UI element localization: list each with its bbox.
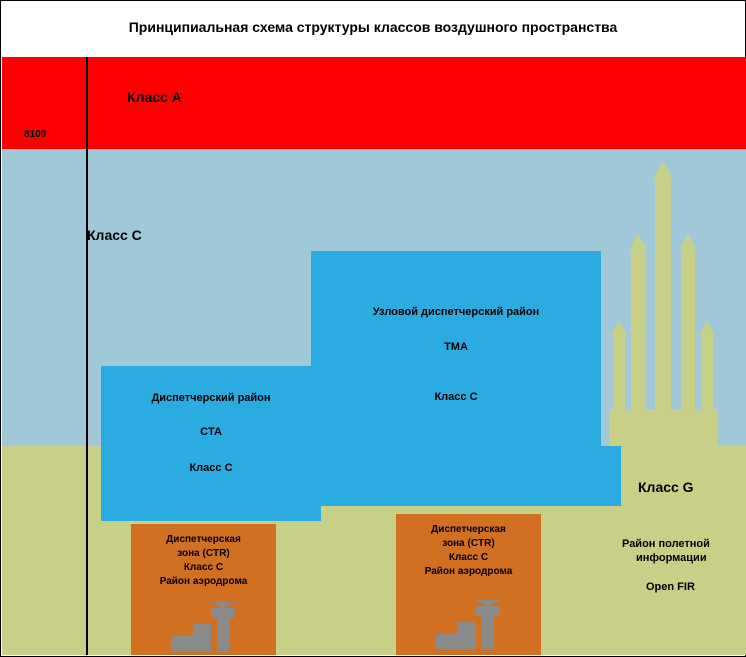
class-g-sub1: Район полетной: [622, 538, 710, 550]
tma-line3: Класс С: [311, 391, 601, 403]
ctr1-line2: зона (CTR): [131, 548, 276, 559]
ctr2-line3: Класс С: [396, 552, 541, 563]
band-class-a: Класс A 8100: [2, 57, 746, 149]
tower-icon: [436, 602, 506, 650]
ctr2-box: Диспетчерская зона (CTR) Класс С Район а…: [396, 514, 541, 655]
tma-line1: Узловой диспетчерский район: [311, 306, 601, 318]
class-g-sub3: Open FIR: [646, 581, 695, 593]
ctr2-line2: зона (CTR): [396, 538, 541, 549]
cta-line1: Диспетчерский район: [101, 392, 321, 404]
vertical-line: [86, 57, 88, 655]
tma-line2: TMA: [311, 341, 601, 353]
class-c-label: Класс C: [87, 227, 142, 243]
class-a-label: Класс A: [127, 89, 182, 105]
building-silhouette: [613, 179, 713, 446]
cta-line2: CTA: [101, 426, 321, 438]
ctr1-line1: Диспетчерская: [131, 534, 276, 545]
cta-box: Диспетчерский район CTA Класс С: [101, 366, 321, 521]
ctr2-line1: Диспетчерская: [396, 524, 541, 535]
class-g-label: Класс G: [638, 479, 694, 495]
tma-box: Узловой диспетчерский район TMA Класс С: [311, 251, 601, 506]
ctr1-line3: Класс С: [131, 562, 276, 573]
class-g-sub2: информации: [636, 552, 707, 564]
ctr2-line4: Район аэродрома: [396, 566, 541, 577]
diagram-title: Принципиальная схема структуры классов в…: [1, 19, 745, 35]
cta-line3: Класс С: [101, 462, 321, 474]
alt-8100: 8100: [24, 129, 46, 140]
ctr1-line4: Район аэродрома: [131, 576, 276, 587]
tma-step-right: [601, 446, 621, 506]
diagram-frame: Принципиальная схема структуры классов в…: [0, 0, 746, 657]
ctr1-box: Диспетчерская зона (CTR) Класс С Район а…: [131, 524, 276, 655]
tower-icon: [171, 604, 241, 652]
